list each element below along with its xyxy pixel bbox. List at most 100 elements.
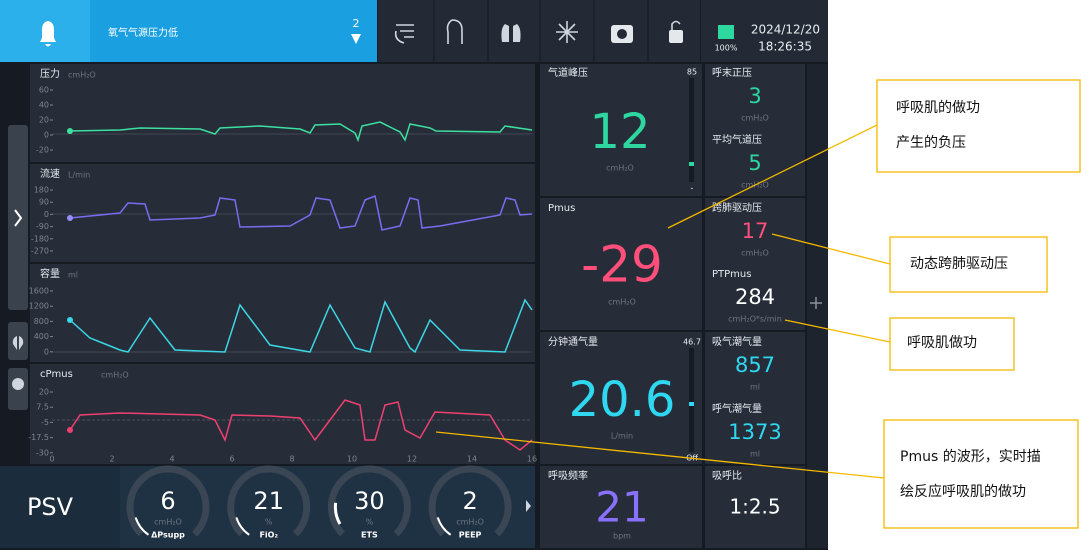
y-tick-label: -90: [36, 222, 49, 231]
annotation-text: 呼吸肌的做功: [896, 100, 980, 116]
annotation-leaders: [435, 124, 891, 479]
monitor-value: 20.6: [569, 372, 676, 428]
alarm-message: 氧气气源压力低: [108, 26, 178, 39]
y-tick-label: -20: [36, 146, 49, 155]
annotation-text: 呼吸肌做功: [907, 335, 977, 351]
mode-area[interactable]: [0, 466, 120, 548]
monitor-unit: cmH₂O: [606, 164, 634, 173]
y-tick-label: -270: [31, 247, 49, 256]
monitor-unit: cmH₂O: [608, 298, 636, 307]
bell-icon: [40, 21, 56, 47]
lung-icon: [12, 336, 24, 350]
dial-arc: [227, 465, 311, 549]
y-tick-label: 20: [39, 116, 49, 125]
monitor-cell[interactable]: [540, 466, 702, 548]
annotation-text: 绘反应呼吸肌的做功: [900, 483, 1026, 500]
y-tick-label: 1200: [29, 302, 49, 311]
monitor-label: 吸气潮气量: [712, 335, 762, 348]
monitor-cell[interactable]: [540, 332, 702, 464]
x-tick-label: 12: [407, 455, 417, 464]
waveform-panel: [30, 264, 535, 362]
y-tick-label: 40: [39, 101, 49, 110]
side-tab[interactable]: [8, 125, 28, 310]
alarm-bar[interactable]: [90, 0, 377, 62]
y-tick-label: -5: [41, 418, 49, 427]
x-tick-label: 16: [527, 455, 537, 464]
monitor-label: 气道峰压: [548, 66, 588, 79]
wave-cursor: [67, 128, 73, 134]
lung-tab[interactable]: [8, 322, 28, 360]
monitor-value: 17: [742, 219, 769, 243]
monitor-label: PTPmus: [712, 269, 751, 280]
monitor-cell[interactable]: [540, 198, 702, 330]
dial-arc: [126, 465, 210, 549]
y-tick-label: 60: [39, 86, 49, 95]
scale-indicator: [689, 402, 694, 406]
setting-value: 21: [253, 487, 284, 515]
scale-max: 85: [687, 68, 697, 77]
battery-level: 100%: [715, 44, 738, 53]
monitor-cell[interactable]: [540, 64, 702, 196]
y-tick-label: 90: [39, 198, 49, 207]
monitor-value: 1:2.5: [729, 495, 780, 519]
waveform-panel: [30, 164, 535, 262]
annotation-box: [876, 79, 1081, 173]
y-tick-label: 20: [39, 388, 49, 397]
more-arrow[interactable]: [526, 500, 531, 512]
setting-name: PEEP: [459, 531, 482, 540]
monitor-value: 12: [589, 104, 650, 160]
monitor-unit: cmH₂O: [741, 114, 769, 123]
x-tick-label: 2: [109, 455, 114, 464]
dial-arc: [327, 465, 411, 549]
setting-value: 6: [160, 487, 175, 515]
monitor-label: Pmus: [548, 203, 575, 214]
expand-arrow: [14, 209, 23, 227]
monitor-label: 平均气道压: [712, 133, 762, 146]
monitor-cell[interactable]: [705, 64, 805, 196]
scale-bar: [689, 78, 694, 182]
y-tick-label: -30: [36, 448, 49, 457]
monitor-unit: cmH₂O*s/min: [728, 315, 782, 324]
time: 18:26:35: [758, 40, 812, 54]
monitor-value: 5: [748, 151, 761, 175]
waveform-area: [8, 64, 535, 464]
monitor-unit: L/min: [611, 432, 633, 441]
setting-unit: %: [366, 518, 374, 527]
y-tick-label: 0: [44, 347, 49, 356]
waveform-unit: cmH₂O: [68, 71, 96, 80]
annotation-box: [889, 317, 1015, 371]
monitor-value: 21: [595, 483, 648, 532]
monitor-label: 分钟通气量: [548, 335, 598, 348]
dial-highlight: [233, 472, 304, 542]
x-tick-label: 6: [229, 455, 234, 464]
setting-name: ETS: [361, 531, 378, 540]
y-tick-label: -180: [31, 234, 49, 243]
alarm-count: 2: [353, 17, 360, 30]
monitor-label: 呼末正压: [712, 66, 752, 79]
add-column[interactable]: [807, 64, 828, 548]
toolbar-icons[interactable]: [394, 19, 683, 44]
setting-unit: %: [265, 518, 273, 527]
monitor-cell[interactable]: [705, 466, 805, 548]
wave-cursor: [67, 427, 73, 433]
dial-highlight: [333, 471, 405, 543]
x-tick-label: 8: [289, 455, 294, 464]
battery-icon: [718, 25, 734, 39]
alarm-arrow[interactable]: [351, 34, 361, 44]
monitor-cell[interactable]: [705, 332, 805, 464]
y-tick-label: 180: [34, 186, 49, 195]
waveform-unit: cmH₂O: [101, 371, 129, 380]
annotation-box: [889, 236, 1048, 293]
monitor-unit: ml: [750, 383, 760, 392]
date: 2024/12/20: [751, 23, 820, 37]
setting-name: FiO₂: [259, 531, 278, 540]
y-tick-label: -17.5: [28, 433, 49, 442]
x-tick-label: 14: [467, 455, 477, 464]
dial-arc: [428, 465, 512, 549]
waveform-label: cPmus: [40, 369, 73, 380]
monitor-unit: cmH₂O: [741, 249, 769, 258]
monitor-cell[interactable]: [705, 198, 805, 330]
annotation-text: 动态跨肺驱动压: [910, 256, 1008, 272]
pressure-wave: [69, 121, 533, 143]
monitor-value: -29: [581, 236, 663, 294]
